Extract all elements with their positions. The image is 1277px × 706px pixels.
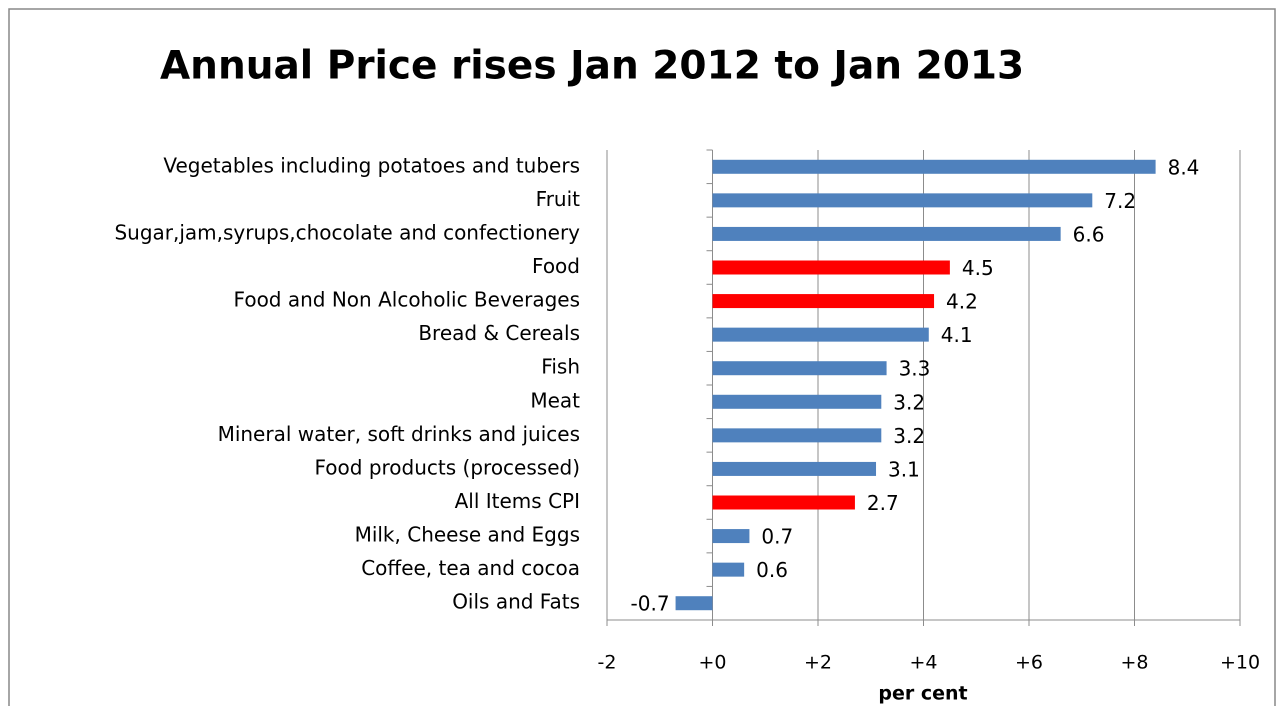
- y-tick-label: Food and Non Alcoholic Beverages: [234, 288, 580, 312]
- x-axis-title: per cent: [878, 683, 967, 705]
- y-tick-label: Vegetables including potatoes and tubers: [163, 153, 580, 177]
- bar: [712, 394, 882, 409]
- y-tick-label: Coffee, tea and cocoa: [361, 556, 580, 580]
- bar: [712, 428, 882, 443]
- bar: [712, 495, 855, 510]
- y-tick-label: Meat: [530, 388, 580, 412]
- bar: [712, 529, 750, 544]
- value-label: 0.6: [756, 558, 788, 582]
- bar: [712, 461, 877, 476]
- bar: [675, 596, 713, 611]
- x-tick-label: +0: [698, 652, 726, 674]
- x-tick-label: +6: [1015, 652, 1043, 674]
- value-label: 0.7: [761, 525, 793, 549]
- y-tick-label: Oils and Fats: [452, 590, 580, 614]
- x-tick-label: +2: [804, 652, 832, 674]
- y-tick-label: All Items CPI: [455, 489, 580, 513]
- y-tick-label: Food: [532, 254, 580, 278]
- x-tick-label: +10: [1220, 652, 1260, 674]
- value-label: 3.2: [893, 390, 925, 414]
- value-label: 7.2: [1104, 189, 1136, 213]
- bar: [712, 562, 745, 577]
- bar: [712, 193, 1093, 208]
- x-tick-label: +4: [909, 652, 937, 674]
- value-label: 3.3: [899, 357, 931, 381]
- y-tick-label: Mineral water, soft drinks and juices: [218, 422, 580, 446]
- value-label: 3.1: [888, 457, 920, 481]
- value-label: -0.7: [631, 592, 670, 616]
- value-label: 2.7: [867, 491, 899, 515]
- bar: [712, 327, 929, 342]
- value-label: 8.4: [1168, 155, 1200, 179]
- bar: [712, 159, 1156, 174]
- value-label: 6.6: [1073, 222, 1105, 246]
- y-tick-label: Food products (processed): [315, 455, 580, 479]
- value-label: 4.2: [946, 290, 978, 314]
- bar: [712, 260, 950, 275]
- y-tick-label: Fish: [541, 355, 580, 379]
- value-label: 4.5: [962, 256, 994, 280]
- bar: [712, 294, 935, 309]
- bar: [712, 361, 887, 376]
- value-label: 4.1: [941, 323, 973, 347]
- x-tick-label: -2: [598, 652, 617, 674]
- y-tick-label: Milk, Cheese and Eggs: [355, 523, 580, 547]
- y-tick-label: Bread & Cereals: [418, 321, 580, 345]
- chart-frame: [8, 8, 1276, 706]
- x-tick-label: +8: [1120, 652, 1148, 674]
- bar: [712, 226, 1061, 241]
- value-label: 3.2: [893, 424, 925, 448]
- y-tick-label: Sugar,jam,syrups,chocolate and confectio…: [114, 220, 580, 244]
- y-tick-label: Fruit: [536, 187, 581, 211]
- chart-title: Annual Price rises Jan 2012 to Jan 2013: [160, 44, 1024, 89]
